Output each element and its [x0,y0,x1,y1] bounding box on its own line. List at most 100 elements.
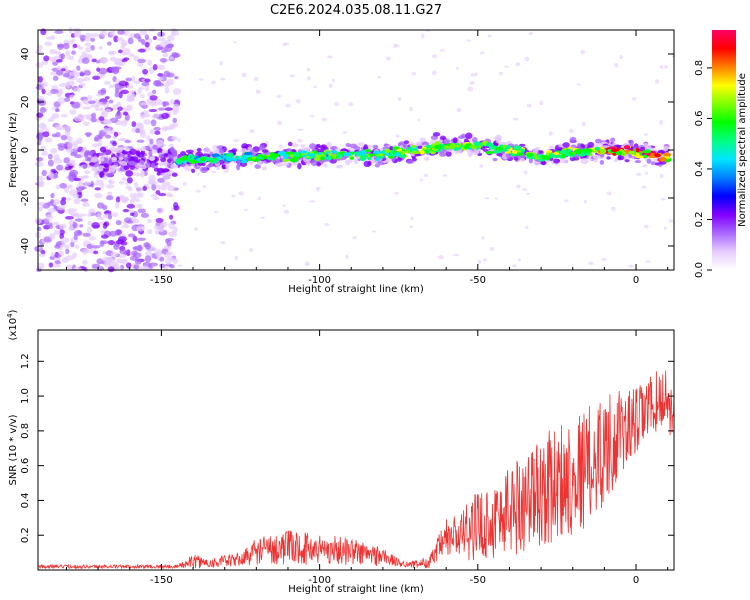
noise-blob [50,71,58,76]
ridge-halo [161,149,168,154]
noise-blob [146,135,151,141]
snr-x-axis-label: Height of straight line (km) [288,584,424,595]
sparse-blob [331,78,336,83]
sparse-blob [385,56,392,61]
ridge-halo [158,161,166,166]
noise-blob [165,171,172,176]
ridge-core [546,150,553,153]
ridge-halo [519,143,526,147]
spectrogram-ticks: -150 -100 -50 0 -40 -20 0 20 40 [20,30,674,286]
noise-blob [115,79,120,83]
sparse-blob [327,55,333,59]
noise-blob [53,158,63,164]
noise-blob [80,198,89,202]
noise-blob [107,180,115,185]
ridge-core [292,152,301,157]
noise-blob [82,106,92,110]
noise-blob [36,112,44,118]
noise-blob [42,131,50,138]
noise-blob [88,236,96,241]
noise-blob [138,129,146,135]
noise-blob [96,93,101,97]
noise-blob [118,80,128,87]
noise-blob [118,236,127,242]
ridge-halo [416,145,424,149]
noise-blob [49,232,56,240]
noise-blob [156,99,164,106]
snr-y-tick-label: 0.6 [20,458,31,474]
ridge-halo [141,146,146,152]
ridge-core [368,153,376,157]
noise-blob [149,138,154,145]
sparse-blob [194,227,199,232]
sparse-blob [352,236,357,240]
noise-blob [36,141,42,146]
sparse-blob [348,102,354,107]
ridge-halo [98,152,105,156]
sparse-blob [213,210,220,214]
noise-blob [115,219,122,226]
ridge-halo [305,160,311,166]
ridge-halo [99,171,105,178]
ridge-core [512,150,518,155]
sparse-blob [198,78,204,81]
noise-blob [114,91,120,98]
noise-blob [38,122,46,130]
noise-blob [84,36,91,42]
sparse-blob [456,107,462,113]
sparse-blob [442,173,448,177]
ridge-halo [156,167,165,174]
noise-blob [79,71,84,77]
noise-blob [122,208,130,213]
ridge-halo [203,147,211,154]
noise-blob [72,221,78,229]
noise-blob [95,101,104,107]
noise-blob [127,233,136,238]
noise-blob [41,150,48,156]
noise-blob [94,192,103,199]
noise-blob [116,101,122,108]
noise-blob [133,218,140,224]
ridge-core [176,160,183,165]
sparse-blob [455,66,460,70]
noise-blob [139,102,148,106]
ridge-halo [118,161,123,165]
ridge-core [375,157,381,161]
noise-blob [56,66,61,71]
noise-blob [68,184,73,189]
ridge-halo [495,134,502,141]
noise-blob [40,249,46,255]
noise-blob [131,75,136,83]
noise-blob [53,229,61,236]
noise-blob [57,88,64,95]
colorbar-tick-label: 0.4 [694,161,705,177]
sparse-blob [659,65,664,69]
noise-blob [73,177,82,182]
noise-blob [136,225,146,232]
noise-blob [121,196,129,204]
ridge-halo [411,157,417,162]
sparse-blob [564,199,569,203]
sparse-blob [243,208,249,212]
noise-blob [149,95,158,101]
ridge-halo [663,145,669,152]
ridge-core [418,150,425,155]
ridge-halo [445,151,452,157]
noise-blob [82,146,87,152]
noise-blob [148,181,158,186]
noise-blob [133,55,140,62]
sparse-blob [601,258,607,261]
noise-blob [96,213,102,220]
noise-blob [157,177,165,183]
noise-blob [63,187,70,193]
ridge-halo [148,156,156,161]
noise-blob [50,35,56,41]
noise-blob [105,184,115,189]
sparse-blob [409,225,414,228]
noise-blob [103,103,110,109]
snr-ticks: -150 -100 -50 0 0.2 0.4 0.6 0.8 1.0 1.2 [20,330,674,586]
spectrogram-x-tick-label: 0 [633,275,639,286]
noise-blob [39,253,46,258]
ridge-halo [624,159,630,163]
ridge-halo [316,161,321,167]
